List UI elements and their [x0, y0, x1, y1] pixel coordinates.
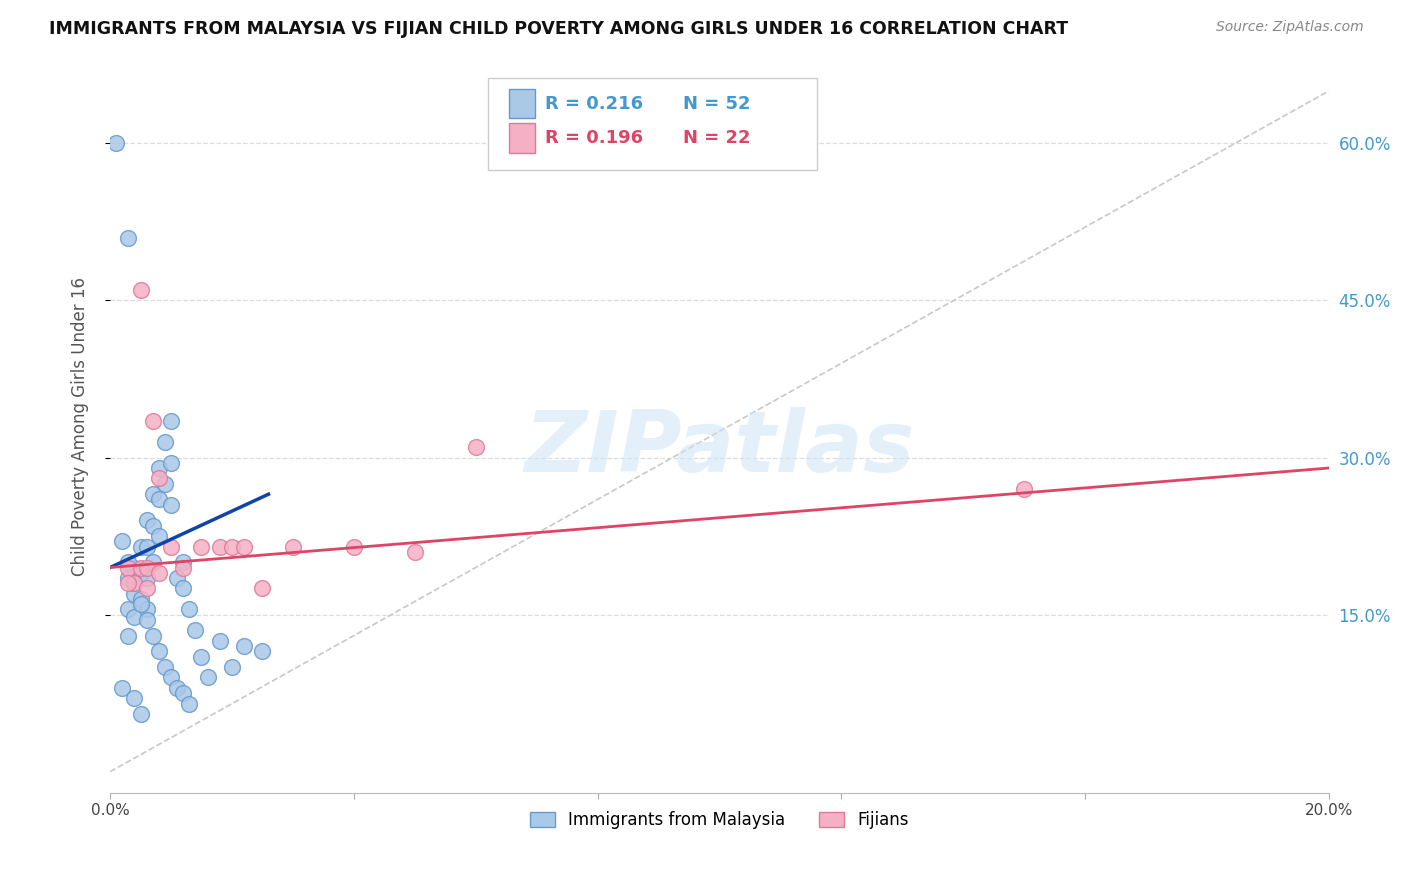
Point [148, 492, 170, 507]
Point [124, 560, 146, 574]
Point [148, 461, 170, 475]
Text: Source: ZipAtlas.com: Source: ZipAtlas.com [1216, 20, 1364, 34]
Point [111, 534, 134, 549]
Point [148, 566, 170, 580]
Text: N = 52: N = 52 [683, 95, 751, 112]
Point [172, 560, 194, 574]
Point [172, 582, 194, 596]
FancyBboxPatch shape [488, 78, 817, 169]
Point [172, 686, 194, 700]
Point [129, 540, 152, 554]
Point [166, 681, 188, 695]
FancyBboxPatch shape [509, 123, 536, 153]
Point [129, 707, 152, 722]
Point [172, 555, 194, 569]
Point [111, 681, 134, 695]
Point [148, 644, 170, 658]
Point [190, 540, 212, 554]
Point [135, 582, 157, 596]
Point [404, 545, 426, 559]
Text: R = 0.196: R = 0.196 [546, 129, 644, 147]
Point [129, 566, 152, 580]
Point [208, 540, 231, 554]
Point [160, 414, 183, 428]
Point [1012, 482, 1035, 496]
Point [221, 660, 243, 674]
Point [117, 571, 139, 585]
Point [179, 602, 201, 616]
Point [343, 540, 366, 554]
Point [166, 571, 188, 585]
Point [135, 602, 157, 616]
Point [142, 555, 165, 569]
Point [117, 555, 139, 569]
Point [208, 633, 231, 648]
Point [117, 602, 139, 616]
Point [160, 670, 183, 684]
Point [153, 434, 176, 449]
Point [233, 540, 256, 554]
Point [221, 540, 243, 554]
Point [129, 560, 152, 574]
Text: IMMIGRANTS FROM MALAYSIA VS FIJIAN CHILD POVERTY AMONG GIRLS UNDER 16 CORRELATIO: IMMIGRANTS FROM MALAYSIA VS FIJIAN CHILD… [49, 20, 1069, 37]
Point [135, 613, 157, 627]
Point [184, 624, 207, 638]
Point [129, 283, 152, 297]
Point [179, 697, 201, 711]
Point [129, 597, 152, 611]
Point [148, 471, 170, 485]
Point [117, 230, 139, 244]
FancyBboxPatch shape [509, 89, 536, 119]
Point [117, 560, 139, 574]
Point [153, 660, 176, 674]
Point [197, 670, 219, 684]
Point [135, 540, 157, 554]
Y-axis label: Child Poverty Among Girls Under 16: Child Poverty Among Girls Under 16 [72, 277, 89, 575]
Point [129, 591, 152, 606]
Text: ZIPatlas: ZIPatlas [524, 407, 914, 490]
Point [148, 529, 170, 543]
Point [124, 609, 146, 624]
Point [142, 414, 165, 428]
Point [117, 629, 139, 643]
Point [252, 644, 274, 658]
Point [142, 518, 165, 533]
Point [124, 587, 146, 601]
Point [252, 582, 274, 596]
Point [464, 440, 486, 454]
Point [135, 560, 157, 574]
Point [105, 136, 128, 151]
Point [142, 629, 165, 643]
Point [190, 649, 212, 664]
Point [160, 498, 183, 512]
Point [135, 571, 157, 585]
Point [160, 540, 183, 554]
Point [281, 540, 304, 554]
Point [124, 691, 146, 706]
Point [117, 576, 139, 591]
Point [153, 476, 176, 491]
Point [160, 456, 183, 470]
Legend: Immigrants from Malaysia, Fijians: Immigrants from Malaysia, Fijians [523, 805, 915, 836]
Point [142, 487, 165, 501]
Point [124, 576, 146, 591]
Point [135, 513, 157, 527]
Text: N = 22: N = 22 [683, 129, 751, 147]
Text: R = 0.216: R = 0.216 [546, 95, 644, 112]
Point [233, 639, 256, 653]
Point [124, 576, 146, 591]
